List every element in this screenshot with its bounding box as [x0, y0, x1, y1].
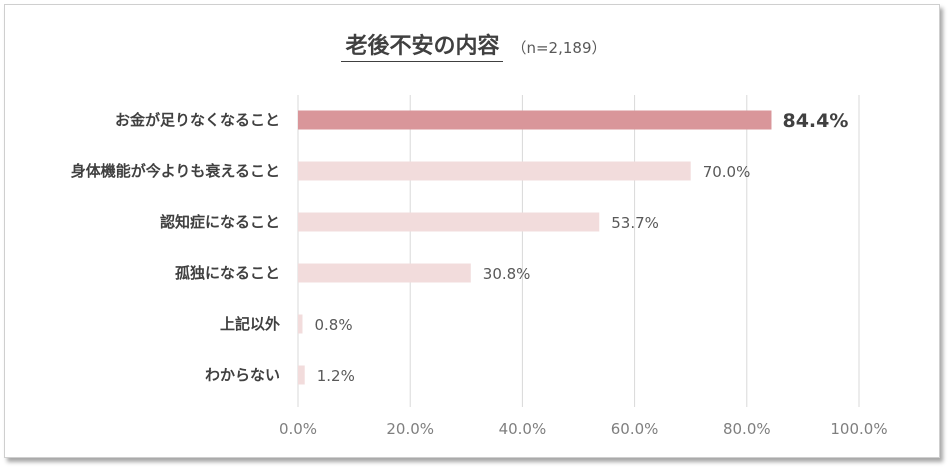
x-tick-label: 20.0%	[386, 420, 434, 438]
value-label: 30.8%	[483, 265, 531, 283]
bar	[298, 263, 471, 283]
x-tick-label: 100.0%	[830, 420, 887, 438]
category-label: 身体機能が今よりも衰えること	[71, 162, 280, 180]
category-label: わからない	[205, 366, 280, 384]
category-label: お金が足りなくなること	[115, 111, 280, 129]
gridlines	[297, 95, 860, 407]
bars	[298, 110, 772, 385]
chart-title: 老後不安の内容	[341, 34, 504, 62]
labels: 0.0% 20.0% 40.0% 60.0% 80.0% 100.0% お金が足りなくなるこ…	[71, 110, 888, 438]
x-tick-label: 0.0%	[279, 420, 317, 438]
value-label: 70.0%	[703, 163, 751, 181]
bar	[298, 314, 303, 334]
bar	[298, 110, 772, 130]
chart-header: 老後不安の内容 （n=2,189）	[0, 28, 948, 62]
category-label: 認知症になること	[160, 213, 280, 231]
bar	[298, 212, 600, 232]
bar	[298, 365, 305, 385]
value-label: 0.8%	[314, 316, 352, 334]
bar	[298, 161, 691, 181]
category-label: 孤独になること	[175, 264, 280, 282]
category-label: 上記以外	[220, 315, 280, 333]
x-tick-label: 80.0%	[723, 420, 771, 438]
x-tick-label: 60.0%	[611, 420, 659, 438]
value-label: 84.4%	[782, 110, 848, 132]
value-label: 53.7%	[611, 214, 659, 232]
x-tick-label: 40.0%	[499, 420, 547, 438]
value-label: 1.2%	[317, 367, 355, 385]
chart-subtitle: （n=2,189）	[511, 39, 607, 57]
